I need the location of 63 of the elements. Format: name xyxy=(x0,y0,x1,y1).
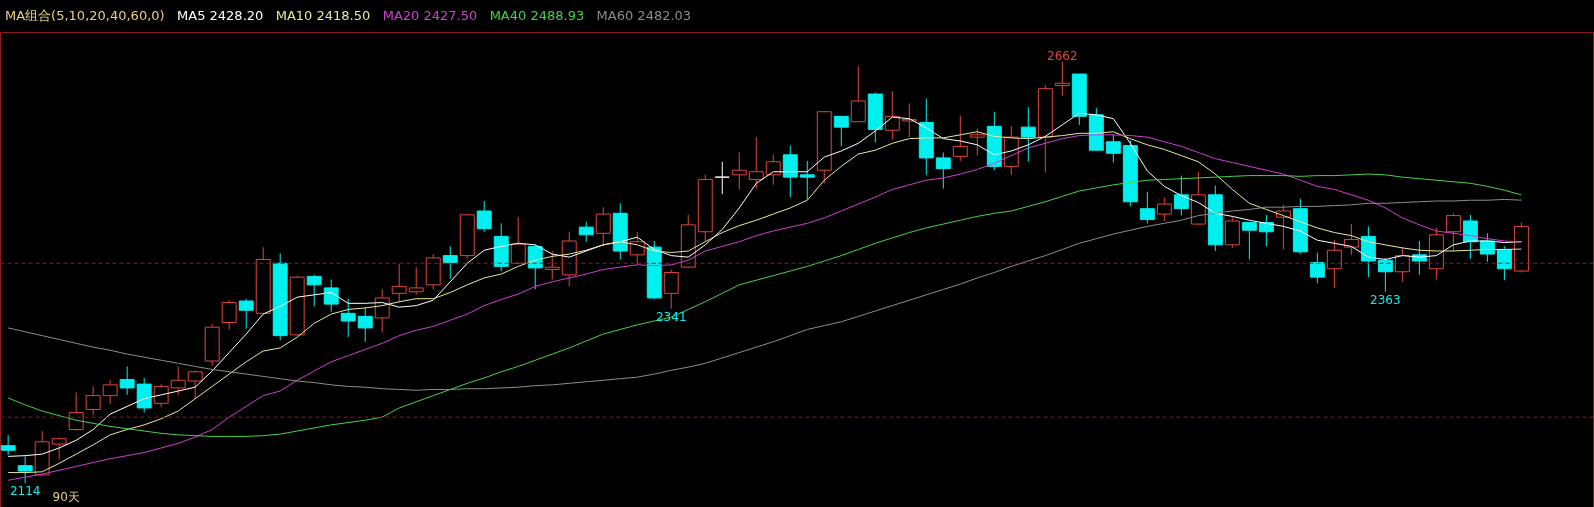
candlestick xyxy=(731,152,747,190)
candlestick xyxy=(969,128,985,157)
candlestick xyxy=(102,379,118,405)
candlestick xyxy=(1377,257,1393,293)
candlestick xyxy=(442,245,458,280)
candlestick xyxy=(323,278,339,313)
annotation: 2363 xyxy=(1370,292,1401,307)
candlestick xyxy=(357,307,373,343)
candlestick xyxy=(799,160,815,200)
candlestick xyxy=(884,90,900,140)
candlestick xyxy=(1139,191,1155,224)
candlestick xyxy=(1343,223,1359,256)
candlestick xyxy=(1173,175,1189,217)
candlestick xyxy=(119,365,135,396)
candlestick xyxy=(85,385,101,416)
candlestick xyxy=(17,455,33,484)
candlestick xyxy=(1496,245,1512,281)
chart-title: MA组合(5,10,20,40,60,0) xyxy=(5,8,165,23)
candlestick xyxy=(391,263,407,304)
text: MA20 2427.50 xyxy=(382,8,478,23)
candlestick xyxy=(1309,252,1325,284)
text: MA5 2428.20 xyxy=(177,8,264,23)
candlestick xyxy=(1105,134,1121,164)
candlestick xyxy=(68,392,84,432)
candlestick xyxy=(510,216,526,264)
candlestick xyxy=(1224,216,1240,249)
candlestick xyxy=(748,136,764,190)
annotation: 90天 xyxy=(52,489,80,504)
candlestick xyxy=(1445,212,1461,252)
candlestick xyxy=(595,206,611,247)
candlestick xyxy=(782,145,798,198)
candlestick xyxy=(935,152,951,190)
candlestick xyxy=(153,383,169,408)
candlestick xyxy=(1326,239,1342,289)
text: MA40 2488.93 xyxy=(489,8,585,23)
candlestick xyxy=(340,298,356,338)
candlestick xyxy=(476,200,492,233)
candlestick xyxy=(544,250,560,280)
candlestick xyxy=(1156,197,1172,222)
candlestick xyxy=(408,266,424,296)
candlestick xyxy=(833,115,849,147)
text: MA60 2482.03 xyxy=(596,8,692,23)
candlestick xyxy=(714,161,730,195)
annotation: 2114 xyxy=(9,484,41,499)
candlestick xyxy=(0,434,16,456)
candlestick xyxy=(578,221,594,243)
candlestick xyxy=(952,115,968,162)
candlestick xyxy=(765,154,781,186)
candlestick xyxy=(238,298,254,330)
candlestick xyxy=(170,365,186,396)
text: MA10 2418.50 xyxy=(275,8,371,23)
annotation: 2662 xyxy=(1047,48,1078,63)
candlestick xyxy=(663,268,679,310)
candlestick xyxy=(850,65,866,123)
candlestick xyxy=(51,436,67,460)
candlestick xyxy=(1054,61,1070,97)
candlestick xyxy=(136,377,152,414)
candlestick xyxy=(1020,106,1036,163)
candlestick xyxy=(187,369,203,400)
candlestick xyxy=(1241,222,1257,260)
candlestick xyxy=(221,299,237,330)
candlestick xyxy=(901,102,917,138)
candlestick xyxy=(306,274,322,307)
